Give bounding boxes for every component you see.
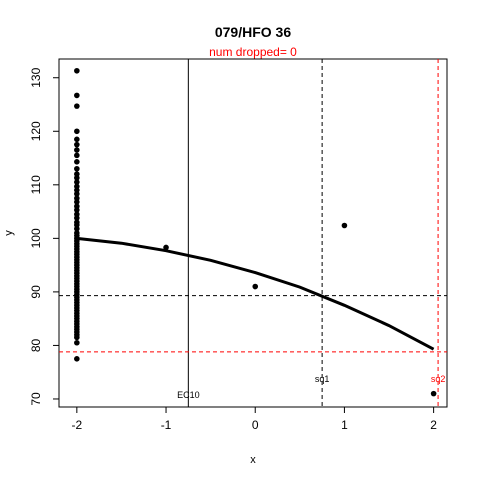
y-tick-label: 120	[29, 121, 43, 141]
data-point	[74, 356, 80, 362]
data-point	[252, 284, 258, 290]
data-points	[74, 68, 436, 396]
data-point	[74, 142, 80, 148]
data-point	[74, 93, 80, 99]
reference-line-label-0: EC10	[177, 390, 200, 400]
x-tick-label: -2	[72, 418, 83, 432]
y-tick-label: 90	[29, 285, 43, 299]
data-point	[163, 245, 169, 251]
data-point	[74, 340, 80, 346]
x-tick-label: 1	[341, 418, 348, 432]
y-axis: 70 80 90 100 110 120 130	[29, 67, 59, 405]
data-point	[74, 137, 80, 143]
x-tick-label: -1	[161, 418, 172, 432]
data-point	[74, 147, 80, 153]
data-point	[74, 159, 80, 165]
y-tick-label: 130	[29, 67, 43, 87]
y-tick-label: 70	[29, 392, 43, 406]
plot-frame	[59, 59, 447, 407]
reference-line-label-2: sq2	[431, 374, 446, 384]
data-point	[74, 153, 80, 159]
fit-curve-layer	[77, 238, 434, 349]
fit-curve-line	[77, 238, 434, 349]
x-axis: -2 -1 0 1 2	[72, 407, 438, 432]
data-point	[342, 223, 348, 229]
y-tick-label: 80	[29, 338, 43, 352]
data-point	[74, 335, 80, 341]
data-point	[74, 68, 80, 74]
chart-subtitle: num dropped= 0	[209, 45, 297, 59]
reference-lines: EC10 sq1 sq2	[59, 59, 447, 407]
y-tick-label: 110	[29, 175, 43, 194]
reference-line-label-1: sq1	[315, 374, 330, 384]
x-tick-label: 2	[430, 418, 437, 432]
data-point	[431, 391, 437, 397]
x-axis-label: x	[250, 454, 256, 466]
x-tick-label: 0	[252, 418, 259, 432]
data-point	[74, 103, 80, 109]
chart-title: 079/HFO 36	[215, 24, 291, 40]
y-tick-label: 100	[29, 228, 43, 248]
data-point	[74, 166, 80, 172]
y-axis-label: y	[3, 230, 15, 236]
data-point	[74, 128, 80, 134]
